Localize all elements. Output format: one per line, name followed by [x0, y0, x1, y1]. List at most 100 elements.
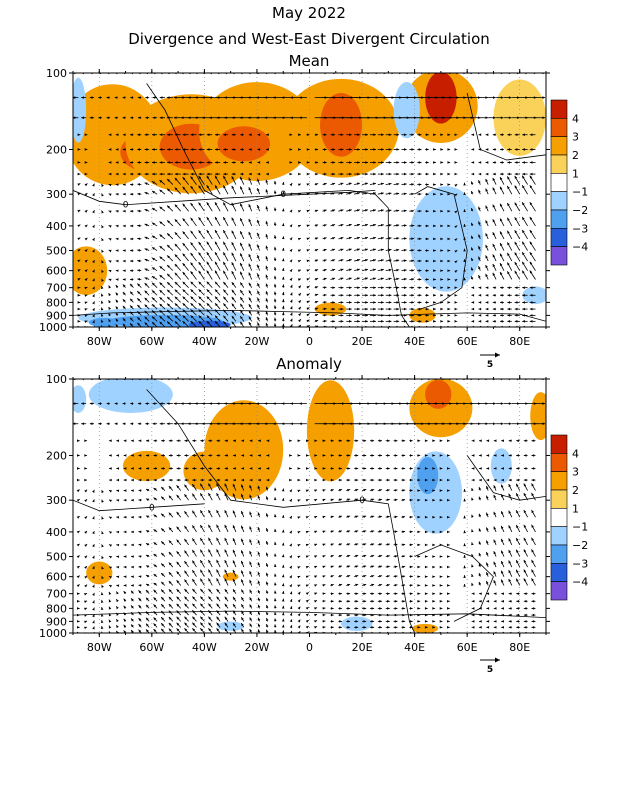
vector-field — [73, 73, 546, 327]
y-tick-label: 1000 — [39, 321, 67, 334]
x-tick-label: 60W — [139, 335, 164, 348]
figure-subtitle: Divergence and West-East Divergent Circu… — [128, 30, 490, 48]
x-tick-label: 60E — [457, 335, 478, 348]
colorbar-label: 4 — [572, 447, 579, 460]
x-tick-label: 80E — [509, 335, 530, 348]
shading-region — [86, 561, 113, 585]
colorbar-swatch — [550, 154, 568, 174]
figure-title: May 2022 — [272, 4, 346, 22]
contour-line — [466, 455, 546, 501]
x-tick-label: 20W — [245, 335, 270, 348]
shading-region — [490, 448, 512, 484]
shading-region — [417, 457, 439, 495]
shading-region — [425, 379, 452, 409]
contour-label: 0 — [280, 190, 286, 200]
colorbar: 4 3 2 1 −1 −2 −3 −4 — [550, 99, 588, 266]
colorbar-label: −2 — [572, 204, 588, 217]
colorbar-swatch — [550, 99, 568, 119]
x-tick-label: 80W — [87, 641, 112, 654]
shading-region — [341, 616, 373, 632]
y-tick-label: 200 — [46, 143, 67, 156]
colorbar-label: −2 — [572, 539, 588, 552]
y-tick-label: 700 — [46, 588, 67, 601]
y-tick-label: 500 — [46, 245, 67, 258]
colorbar-label: −4 — [572, 241, 588, 254]
contour-label: 0 — [123, 201, 129, 211]
x-tick-label: 60W — [139, 641, 164, 654]
colorbar-swatch — [550, 508, 568, 527]
shading-region — [409, 186, 483, 292]
colorbar-label: −3 — [572, 222, 588, 235]
colorbar-swatch — [550, 434, 568, 454]
contour-line — [414, 544, 494, 622]
contour-line — [73, 190, 376, 206]
shading-region — [409, 308, 436, 323]
x-tick-label: 40W — [192, 641, 217, 654]
contour-label: 0 — [359, 496, 365, 506]
colorbar-label: −1 — [572, 521, 588, 534]
shading-region — [73, 385, 87, 413]
colorbar-swatch — [550, 118, 568, 137]
colorbar-label: 3 — [572, 466, 579, 479]
x-tick-label: 20E — [352, 335, 373, 348]
shading-region — [122, 450, 171, 482]
shading-region — [393, 81, 420, 139]
contour-line — [73, 610, 546, 618]
y-tick-label: 900 — [46, 309, 67, 322]
contour-label: 0 — [149, 503, 155, 513]
contour-line — [146, 389, 415, 633]
shading-region — [88, 379, 173, 413]
shading-region — [73, 77, 87, 143]
colorbar-label: 4 — [572, 112, 579, 125]
colorbar-swatch — [550, 581, 568, 601]
y-tick-label: 300 — [46, 494, 67, 507]
colorbar-swatch — [550, 191, 568, 211]
colorbar-label: 1 — [572, 167, 579, 180]
x-tick-label: 80W — [87, 335, 112, 348]
colorbar-swatch — [550, 544, 568, 564]
y-tick-label: 800 — [46, 296, 67, 309]
colorbar-label: 2 — [572, 484, 579, 497]
reference-vector: 5 — [480, 352, 500, 370]
shading-region — [183, 451, 226, 491]
x-tick-label: 40E — [404, 641, 425, 654]
colorbar-label: 3 — [572, 131, 579, 144]
reference-vector-label: 5 — [487, 665, 493, 675]
x-tick-label: 0 — [306, 641, 313, 654]
colorbar: 4 3 2 1 −1 −2 −3 −4 — [550, 434, 588, 601]
colorbar-label: 2 — [572, 149, 579, 162]
colorbar-swatch — [550, 246, 568, 266]
colorbar-label: −1 — [572, 186, 588, 199]
shading-region — [530, 392, 546, 441]
colorbar-label: −3 — [572, 557, 588, 570]
colorbar-label: −4 — [572, 576, 588, 589]
panel-title-anomaly: Anomaly — [276, 355, 342, 373]
shading-region — [88, 317, 121, 327]
y-tick-label: 300 — [46, 188, 67, 201]
y-tick-label: 800 — [46, 602, 67, 615]
colorbar-swatch — [550, 526, 568, 546]
shading-region — [320, 92, 363, 157]
shading-region — [425, 73, 457, 124]
shading-region — [217, 126, 271, 162]
x-tick-label: 60E — [457, 641, 478, 654]
x-tick-label: 0 — [306, 335, 313, 348]
shading-region — [306, 380, 355, 482]
y-tick-label: 900 — [46, 615, 67, 628]
colorbar-label: 1 — [572, 502, 579, 515]
colorbar-swatch — [550, 136, 568, 156]
x-tick-label: 40E — [404, 335, 425, 348]
colorbar-swatch — [550, 453, 568, 472]
x-tick-label: 40W — [192, 335, 217, 348]
panel-title-mean: Mean — [288, 52, 330, 70]
vector-field — [73, 379, 546, 633]
y-tick-label: 1000 — [39, 627, 67, 640]
x-tick-label: 20W — [245, 641, 270, 654]
y-tick-label: 400 — [46, 220, 67, 233]
reference-vector: 5 — [480, 657, 500, 675]
contour-line — [466, 93, 546, 161]
y-tick-label: 500 — [46, 551, 67, 564]
